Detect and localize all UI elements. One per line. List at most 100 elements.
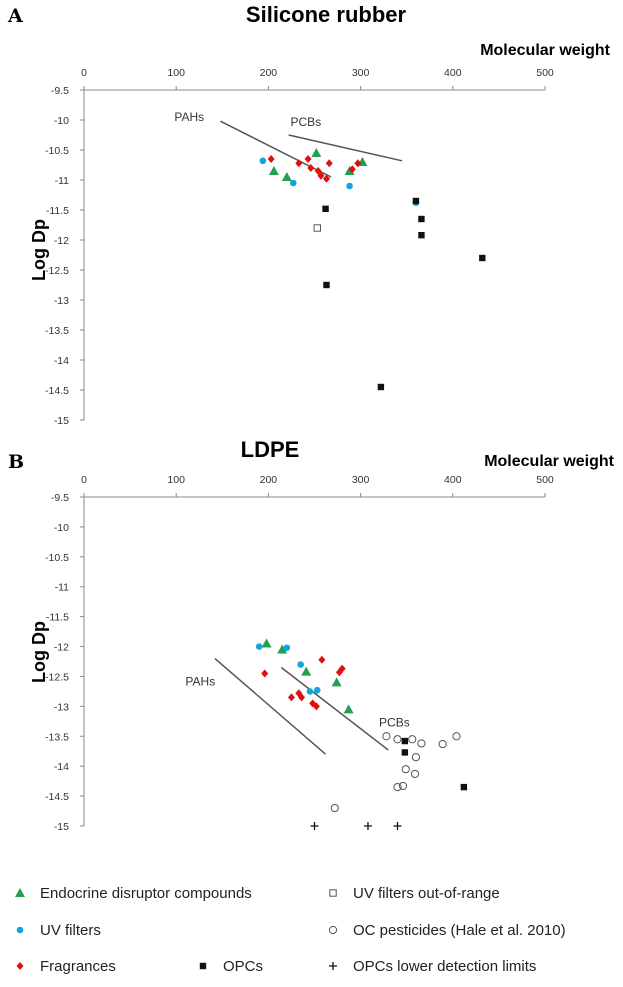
data-point [398, 781, 408, 791]
data-point [401, 765, 410, 774]
legend-marker-uv-filters [16, 926, 24, 934]
legend-marker-uv-filters-out-of-range [329, 889, 337, 897]
legend: Endocrine disruptor compounds UV filters … [15, 885, 566, 975]
data-point [297, 661, 304, 668]
panel-b-trend-line-pcbs [280, 666, 389, 751]
panel-b-y-tick-label: -15 [54, 821, 69, 833]
panel-a-trend-line-pcbs [288, 134, 403, 162]
data-point [307, 164, 315, 172]
panel-b-xlabel: Molecular weight [484, 453, 614, 470]
data-point [348, 165, 356, 174]
legend-label: UV filters [40, 922, 101, 939]
panel-b-y-tick-label: -12 [54, 642, 69, 654]
panel-b-series-oc-pesticides-hale-et-al-2010 [330, 732, 461, 813]
panel-b-y-tick-label: -12.5 [45, 671, 69, 683]
data-point [393, 783, 402, 792]
data-point [312, 702, 320, 711]
panel-b-x-tick-label: 400 [444, 474, 462, 486]
panel-b-x-tick-label: 200 [260, 474, 278, 486]
panel-b-series-fragrances [261, 655, 346, 711]
panel-a-title: Silicone rubber [246, 2, 407, 27]
legend-item-opcs: OPCs [199, 958, 263, 975]
legend-marker-endocrine-disruptor-compounds [15, 888, 25, 897]
legend-marker-fragrances [16, 962, 24, 970]
data-point [310, 822, 319, 830]
legend-marker-oc-pesticides-hale-et-al-2010 [328, 925, 338, 935]
data-point [311, 148, 322, 157]
data-point [354, 159, 362, 168]
data-point [255, 643, 263, 650]
data-point [301, 666, 312, 676]
legend-item-uv-filters: UV filters [16, 922, 101, 939]
data-point [363, 822, 372, 830]
legend-item-fragrances: Fragrances [16, 958, 116, 975]
legend-label: UV filters out-of-range [353, 885, 500, 902]
panel-a-letter: A [7, 5, 23, 27]
legend-label: OPCs lower detection limits [353, 958, 536, 975]
panel-b-series-endocrine-disruptor-compounds [261, 638, 354, 714]
legend-label: OPCs [223, 958, 263, 975]
panel-a-y-tick-label: -15 [54, 415, 69, 427]
panel-b-x-tick-label: 100 [167, 474, 185, 486]
data-point [283, 644, 291, 652]
panel-b-x-tick-label: 500 [536, 474, 554, 486]
panel-a-annotation-pahs: PAHs [174, 110, 204, 124]
legend-label: Fragrances [40, 958, 116, 975]
panel-b-y-tick-label: -13.5 [45, 731, 69, 743]
panel-a-series-fragrances [267, 155, 362, 183]
data-point [281, 172, 292, 181]
data-point [322, 174, 330, 183]
panel-b-title: LDPE [241, 437, 300, 462]
data-point [418, 215, 425, 223]
data-point [330, 803, 339, 813]
panel-a-x-tick-label: 500 [536, 67, 554, 79]
data-point [452, 732, 461, 741]
panel-b-y-tick-label: -10 [54, 522, 69, 534]
legend-label: OC pesticides (Hale et al. 2010) [353, 922, 566, 939]
data-point [261, 638, 272, 648]
panel-b-y-tick-label: -13 [54, 701, 69, 713]
panel-a-chart: A Silicone rubber Molecular weight Log D… [7, 2, 611, 427]
data-point [261, 669, 269, 678]
data-point [393, 735, 402, 744]
panel-a-y-tick-label: -9.5 [51, 85, 69, 97]
data-point [479, 254, 486, 262]
panel-a-x-tick-label: 0 [81, 67, 87, 79]
data-point [460, 783, 468, 791]
data-point [325, 159, 333, 168]
data-point [259, 157, 267, 165]
panel-a-ylabel: Log Dp [29, 219, 49, 281]
panel-a-y-tick-label: -11 [55, 175, 70, 187]
panel-b-annotation-pahs: PAHs [185, 674, 215, 688]
data-point [393, 822, 402, 830]
data-point [417, 739, 426, 748]
legend-item-uv-filters-out-of-range: UV filters out-of-range [329, 885, 500, 902]
data-point [313, 686, 321, 694]
data-point [317, 171, 325, 180]
panel-a-trend-line-pahs [220, 120, 332, 178]
data-point [313, 224, 321, 232]
data-point [295, 159, 303, 168]
data-point [338, 664, 346, 673]
data-point [377, 383, 385, 391]
data-point [411, 753, 421, 762]
data-point [322, 205, 329, 212]
panel-a-y-tick-label: -12 [54, 235, 69, 247]
legend-marker-opcs-lower-detection-limits [329, 962, 337, 970]
legend-item-opcs-lower-detection-limits: OPCs lower detection limits [329, 958, 536, 975]
data-point [304, 155, 312, 163]
panel-b-series-opcs-lower-detection-limits [310, 822, 402, 830]
legend-item-oc-pesticides-hale-et-al-2010: OC pesticides (Hale et al. 2010) [328, 922, 566, 939]
panel-a-x-tick-label: 400 [444, 67, 462, 79]
panel-a-y-tick-label: -13.5 [45, 325, 69, 337]
data-point [408, 735, 417, 744]
panel-a-y-tick-label: -13 [54, 295, 69, 307]
panel-b-chart: B LDPE Molecular weight Log Dp 0 100 200 30… [8, 437, 615, 833]
data-point [289, 179, 297, 187]
data-point [331, 677, 342, 687]
panel-a-series-opcs [322, 197, 486, 391]
data-point [267, 155, 275, 163]
data-point [438, 739, 447, 749]
data-point [401, 749, 409, 756]
panel-b-ylabel: Log Dp [29, 621, 49, 683]
